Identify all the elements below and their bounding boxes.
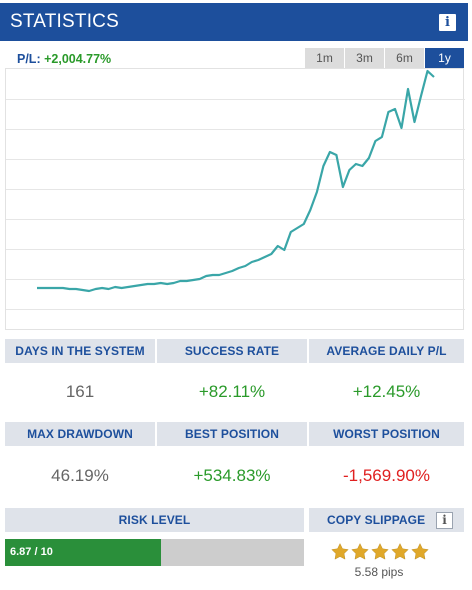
tab-1y[interactable]: 1y <box>425 48 464 68</box>
pl-value: +2,004.77% <box>44 52 112 66</box>
tab-3m[interactable]: 3m <box>345 48 384 68</box>
tab-6m[interactable]: 6m <box>385 48 424 68</box>
success-rate-value: +82.11% <box>198 382 266 401</box>
max-drawdown-value: 46.19% <box>51 466 109 485</box>
statistics-header: STATISTICS i <box>0 3 468 41</box>
star-icon <box>411 543 429 560</box>
average-daily-pl-value: +12.45% <box>352 382 421 401</box>
worst-position-header: WORST POSITION <box>309 422 464 446</box>
page-title: STATISTICS <box>10 11 119 32</box>
slippage-rating <box>331 543 429 560</box>
pl-summary: P/L: +2,004.77% <box>17 52 111 66</box>
risk-level-fill <box>5 539 162 566</box>
pl-label: P/L: <box>17 52 41 66</box>
slippage-info-icon[interactable]: i <box>436 512 453 529</box>
risk-level-header: RISK LEVEL <box>5 508 304 532</box>
success-rate-header: SUCCESS RATE <box>157 339 307 363</box>
chart-series-line <box>37 69 435 293</box>
risk-level-bar: 6.87 / 10 <box>5 539 304 566</box>
days-in-system-header: DAYS IN THE SYSTEM <box>5 339 155 363</box>
star-icon <box>371 543 389 560</box>
best-position-value: +534.83% <box>193 466 271 485</box>
risk-level-value: 6.87 / 10 <box>10 546 53 558</box>
slippage-pips: 5.58 pips <box>354 565 404 579</box>
days-in-system-value: 161 <box>65 382 95 401</box>
info-icon[interactable]: i <box>439 14 456 31</box>
max-drawdown-header: MAX DRAWDOWN <box>5 422 155 446</box>
average-daily-pl-header: AVERAGE DAILY P/L <box>309 339 464 363</box>
chart-svg <box>6 69 465 310</box>
star-icon <box>351 543 369 560</box>
star-icon <box>391 543 409 560</box>
worst-position-value: -1,569.90% <box>343 466 430 485</box>
performance-chart <box>5 68 465 330</box>
best-position-header: BEST POSITION <box>157 422 307 446</box>
star-icon <box>331 543 349 560</box>
period-tabs: 1m 3m 6m 1y <box>304 48 464 68</box>
tab-1m[interactable]: 1m <box>305 48 344 68</box>
